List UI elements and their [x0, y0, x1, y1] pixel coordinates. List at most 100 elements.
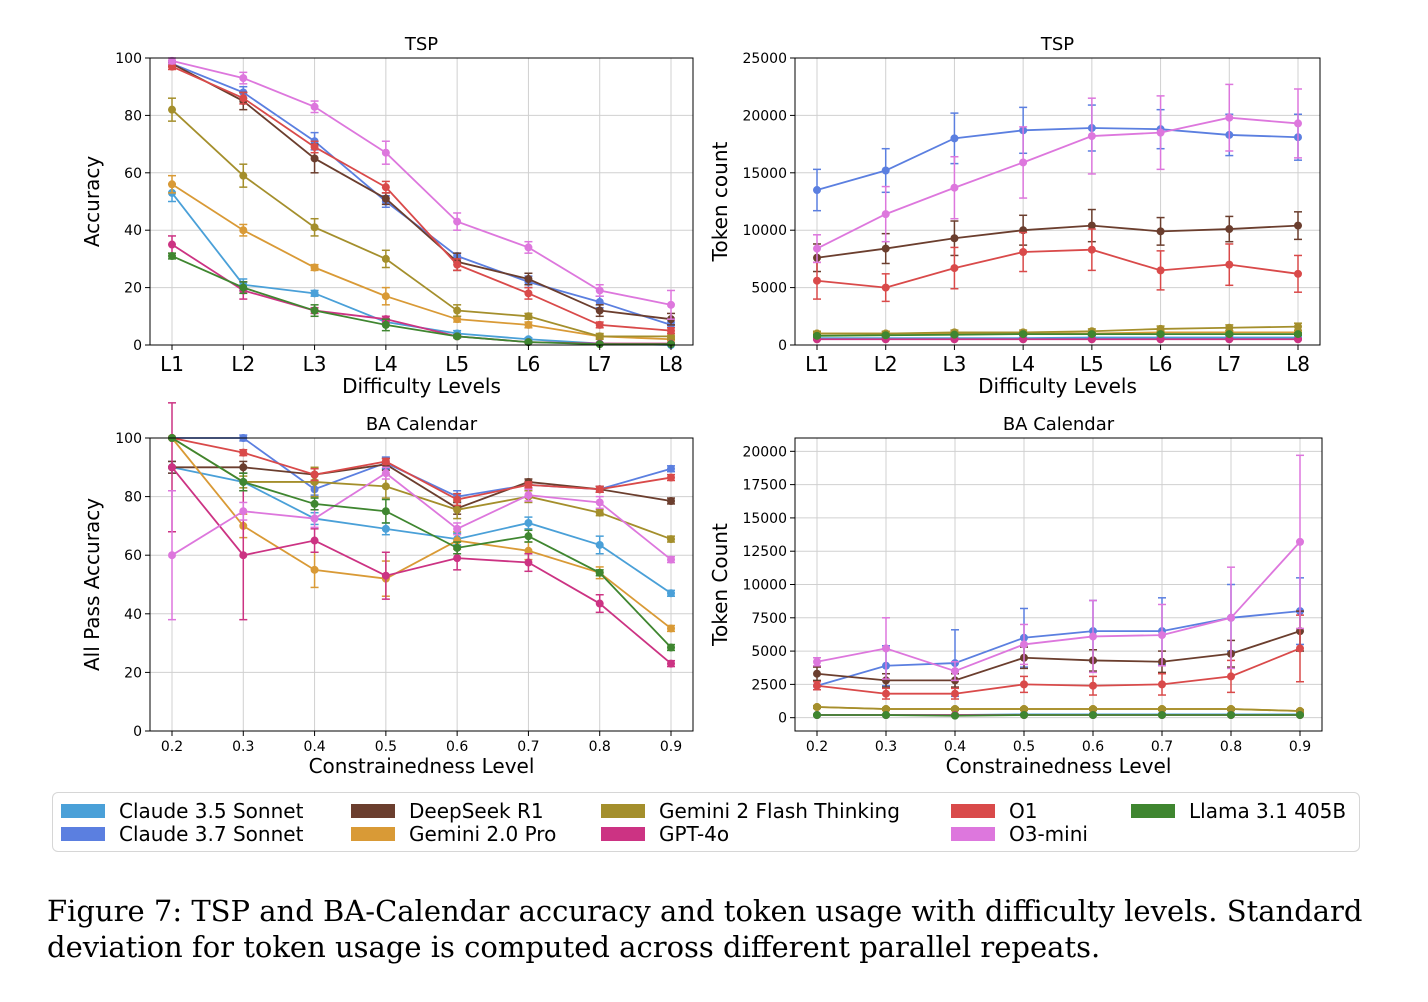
- x-tick-label: L6: [516, 352, 540, 376]
- data-point: [453, 217, 462, 226]
- data-point: [1156, 266, 1165, 275]
- chart-2: L1 L2 L3 L4 L5 L6 L7 L8 0 5000 10000 15000 20000 2500…: [708, 34, 1321, 398]
- legend-swatch: [601, 804, 645, 818]
- series-gpt-4o: [168, 402, 675, 668]
- data-point: [1294, 322, 1302, 331]
- series-line: [816, 541, 1301, 673]
- data-point: [524, 243, 533, 252]
- legend-label: O3-mini: [1009, 822, 1088, 846]
- data-point: [239, 94, 248, 103]
- x-tick-label: 0.7: [1151, 739, 1173, 755]
- x-tick-label: 0.8: [589, 739, 611, 755]
- data-point: [1089, 705, 1097, 714]
- data-point: [310, 223, 319, 232]
- legend-item-o1: O1: [951, 799, 1037, 823]
- legend-item-deepseek-r1: DeepSeek R1: [351, 799, 544, 823]
- data-point: [310, 536, 319, 545]
- series-line: [817, 336, 1298, 340]
- series-o1: [813, 228, 1302, 303]
- data-point: [881, 331, 890, 340]
- data-point: [524, 558, 533, 567]
- data-point: [381, 507, 390, 516]
- legend-item-claude-3-5-sonnet: Claude 3.5 Sonnet: [61, 799, 303, 823]
- data-point: [1156, 330, 1165, 339]
- data-point: [310, 102, 319, 111]
- data-point: [1089, 681, 1097, 690]
- x-tick-label: 0.3: [232, 739, 254, 755]
- legend-swatch: [951, 827, 995, 841]
- data-point: [453, 524, 462, 533]
- y-tick-label: 15000: [742, 166, 787, 182]
- y-tick-label: 20: [124, 281, 142, 297]
- data-point: [1158, 631, 1166, 640]
- data-point: [1087, 245, 1096, 254]
- y-tick-label: 40: [124, 223, 142, 239]
- series-llama-3-1-405b: [813, 330, 1302, 340]
- data-point: [381, 469, 390, 478]
- x-tick-label: L4: [1011, 352, 1035, 376]
- data-point: [1227, 705, 1235, 714]
- data-point: [882, 644, 890, 653]
- y-tick-label: 100: [115, 431, 142, 447]
- series-line: [171, 437, 672, 649]
- series-line: [816, 248, 1299, 289]
- x-tick-label: L3: [942, 352, 966, 376]
- data-point: [595, 320, 604, 329]
- chart-1: L1 L2 L3 L4 L5 L6 L7 L8 0 20 40 60 80 100 TSP Difficult…: [80, 34, 694, 398]
- y-tick-label: 17500: [742, 478, 787, 494]
- plot-frame: [149, 57, 694, 346]
- data-point: [950, 183, 959, 192]
- data-point: [1158, 705, 1166, 714]
- legend-swatch: [601, 827, 645, 841]
- data-point: [239, 507, 248, 516]
- data-point: [168, 551, 176, 560]
- data-point: [1296, 537, 1304, 546]
- data-point: [1296, 644, 1304, 653]
- figure-caption: Figure 7: TSP and BA-Calendar accuracy a…: [47, 894, 1363, 964]
- data-point: [667, 340, 675, 349]
- data-point: [667, 624, 675, 633]
- y-tick-label: 12500: [742, 544, 787, 560]
- y-tick-label: 10000: [742, 578, 787, 594]
- x-tick-label: L1: [160, 352, 184, 376]
- data-point: [881, 244, 890, 253]
- data-point: [950, 330, 959, 339]
- data-point: [595, 297, 604, 306]
- data-point: [1158, 711, 1166, 720]
- data-point: [667, 464, 675, 473]
- data-point: [524, 491, 533, 500]
- legend-label: GPT-4o: [659, 822, 730, 846]
- data-point: [667, 555, 675, 564]
- data-point: [595, 306, 604, 315]
- data-point: [1019, 330, 1028, 339]
- data-point: [381, 482, 390, 491]
- data-point: [1294, 330, 1302, 339]
- series-gemini-2-0-pro: [168, 174, 675, 344]
- data-point: [239, 448, 248, 457]
- data-point: [1227, 711, 1235, 720]
- data-point: [1225, 225, 1234, 234]
- y-tick-label: 40: [124, 607, 142, 623]
- data-point: [1225, 330, 1234, 339]
- data-point: [381, 320, 390, 329]
- data-point: [1019, 158, 1028, 167]
- data-point: [453, 543, 462, 552]
- x-tick-label: 0.5: [375, 739, 397, 755]
- y-tick-label: 80: [124, 108, 142, 124]
- data-point: [524, 289, 533, 298]
- data-point: [310, 263, 319, 272]
- data-point: [1020, 680, 1028, 689]
- data-point: [951, 667, 959, 676]
- data-point: [595, 498, 604, 507]
- legend-item-llama-3-1-405b: Llama 3.1 405B: [1131, 799, 1346, 823]
- legend-label: Llama 3.1 405B: [1189, 799, 1347, 823]
- series-o1: [813, 614, 1304, 700]
- data-point: [453, 495, 462, 504]
- series-line: [816, 706, 1301, 712]
- y-tick-label: 10000: [742, 223, 787, 239]
- data-point: [168, 56, 176, 65]
- y-tick-label: 15000: [742, 511, 787, 527]
- y-axis-label: Token Count: [708, 523, 732, 647]
- data-point: [595, 286, 604, 295]
